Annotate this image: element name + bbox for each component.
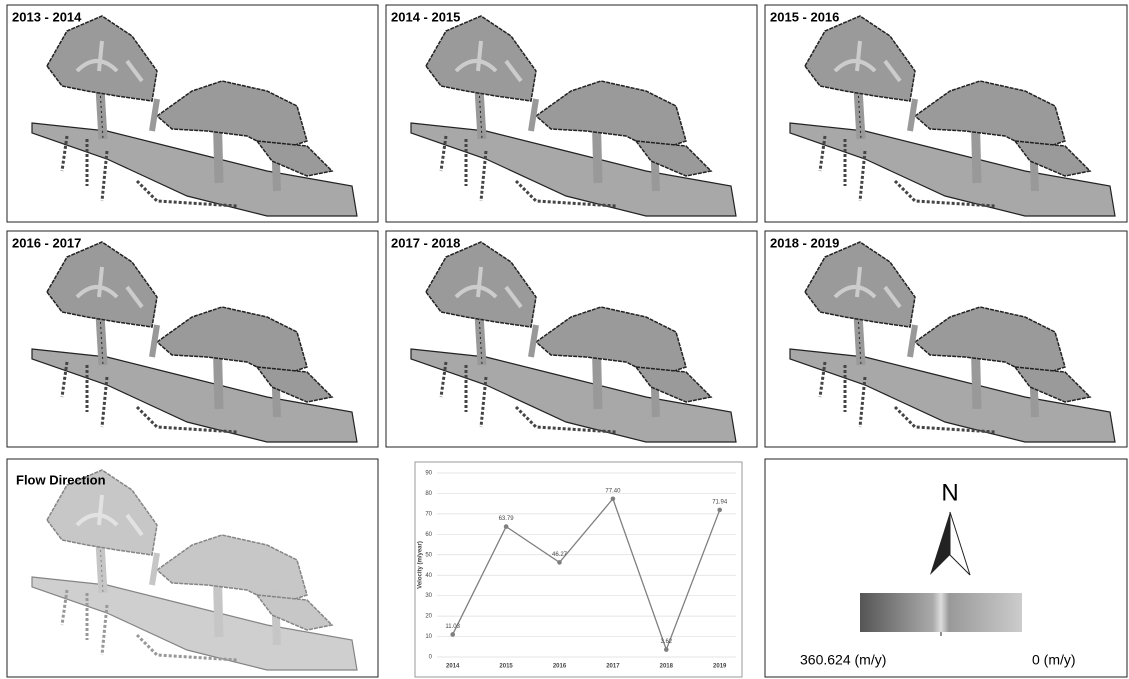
x-tick-label: 2017	[606, 664, 620, 670]
point	[664, 647, 669, 652]
panel-title: 2013 - 2014	[12, 9, 82, 24]
legend-high: 360.624 (m/y)	[800, 652, 886, 668]
velocity-map	[411, 16, 736, 216]
point	[557, 560, 562, 565]
data-label: 3.62	[660, 639, 672, 645]
north-label: N	[941, 479, 958, 506]
y-axis-label: Velocity (m/year)	[418, 541, 424, 589]
velocity-map	[32, 16, 357, 216]
y-tick-label: 50	[425, 552, 432, 558]
velocity-map	[790, 242, 1115, 442]
x-tick-label: 2018	[660, 664, 674, 670]
velocity-map	[790, 16, 1115, 216]
panel-title: 2017 - 2018	[391, 235, 460, 250]
point	[717, 508, 722, 513]
panel-title: 2016 - 2017	[12, 235, 81, 250]
y-tick-label: 70	[425, 511, 432, 517]
panel-title: 2015 - 2016	[770, 9, 839, 24]
data-label: 11.03	[445, 624, 460, 630]
panel-title: 2018 - 2019	[770, 235, 839, 250]
x-tick-label: 2016	[553, 664, 567, 670]
y-tick-label: 80	[425, 491, 432, 497]
point	[504, 524, 509, 529]
data-label: 71.94	[712, 500, 728, 506]
y-tick-label: 20	[425, 614, 432, 620]
flow-title: Flow Direction	[16, 472, 106, 487]
x-tick-label: 2019	[713, 664, 727, 670]
figure: Flow Direction N 360.624 (m/y) 0 (m/y) 2…	[0, 0, 1129, 679]
data-label: 46.27	[552, 552, 568, 558]
y-tick-label: 60	[425, 532, 432, 538]
north-arrow	[930, 512, 950, 575]
color-ramp	[860, 593, 1022, 632]
data-label: 77.40	[605, 488, 621, 494]
flow-map	[32, 470, 357, 670]
chart-panel	[415, 462, 742, 677]
legend-low: 0 (m/y)	[1032, 652, 1076, 668]
y-tick-label: 10	[425, 634, 432, 640]
y-tick-label: 90	[425, 471, 432, 477]
point	[611, 496, 616, 501]
panel-title: 2014 - 2015	[391, 9, 460, 24]
velocity-map	[411, 242, 736, 442]
north-arrow	[950, 512, 970, 575]
data-label: 63.79	[499, 516, 515, 522]
point	[450, 632, 455, 637]
x-tick-label: 2014	[446, 664, 460, 670]
velocity-map	[32, 242, 357, 442]
y-tick-label: 40	[425, 573, 432, 579]
y-tick-label: 30	[425, 593, 432, 599]
x-tick-label: 2015	[499, 664, 513, 670]
